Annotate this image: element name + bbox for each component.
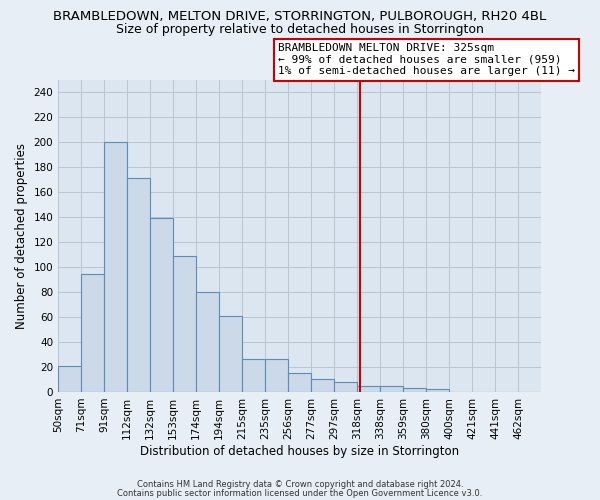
- Bar: [127, 178, 150, 392]
- Text: Contains public sector information licensed under the Open Government Licence v3: Contains public sector information licen…: [118, 488, 482, 498]
- Bar: [219, 316, 242, 392]
- Bar: [288, 373, 311, 392]
- Text: BRAMBLEDOWN MELTON DRIVE: 325sqm
← 99% of detached houses are smaller (959)
1% o: BRAMBLEDOWN MELTON DRIVE: 325sqm ← 99% o…: [278, 43, 575, 76]
- Bar: [173, 256, 196, 392]
- Bar: [380, 386, 403, 392]
- Bar: [242, 360, 265, 392]
- Text: BRAMBLEDOWN, MELTON DRIVE, STORRINGTON, PULBOROUGH, RH20 4BL: BRAMBLEDOWN, MELTON DRIVE, STORRINGTON, …: [53, 10, 547, 23]
- Bar: [403, 388, 427, 392]
- Bar: [334, 382, 358, 392]
- Y-axis label: Number of detached properties: Number of detached properties: [15, 143, 28, 329]
- Bar: [196, 292, 219, 392]
- Bar: [427, 390, 449, 392]
- Bar: [265, 360, 288, 392]
- Bar: [311, 380, 334, 392]
- X-axis label: Distribution of detached houses by size in Storrington: Distribution of detached houses by size …: [140, 444, 460, 458]
- Bar: [358, 386, 380, 392]
- Bar: [150, 218, 173, 392]
- Text: Contains HM Land Registry data © Crown copyright and database right 2024.: Contains HM Land Registry data © Crown c…: [137, 480, 463, 489]
- Bar: [104, 142, 127, 392]
- Text: Size of property relative to detached houses in Storrington: Size of property relative to detached ho…: [116, 22, 484, 36]
- Bar: [81, 274, 104, 392]
- Bar: [58, 366, 81, 392]
